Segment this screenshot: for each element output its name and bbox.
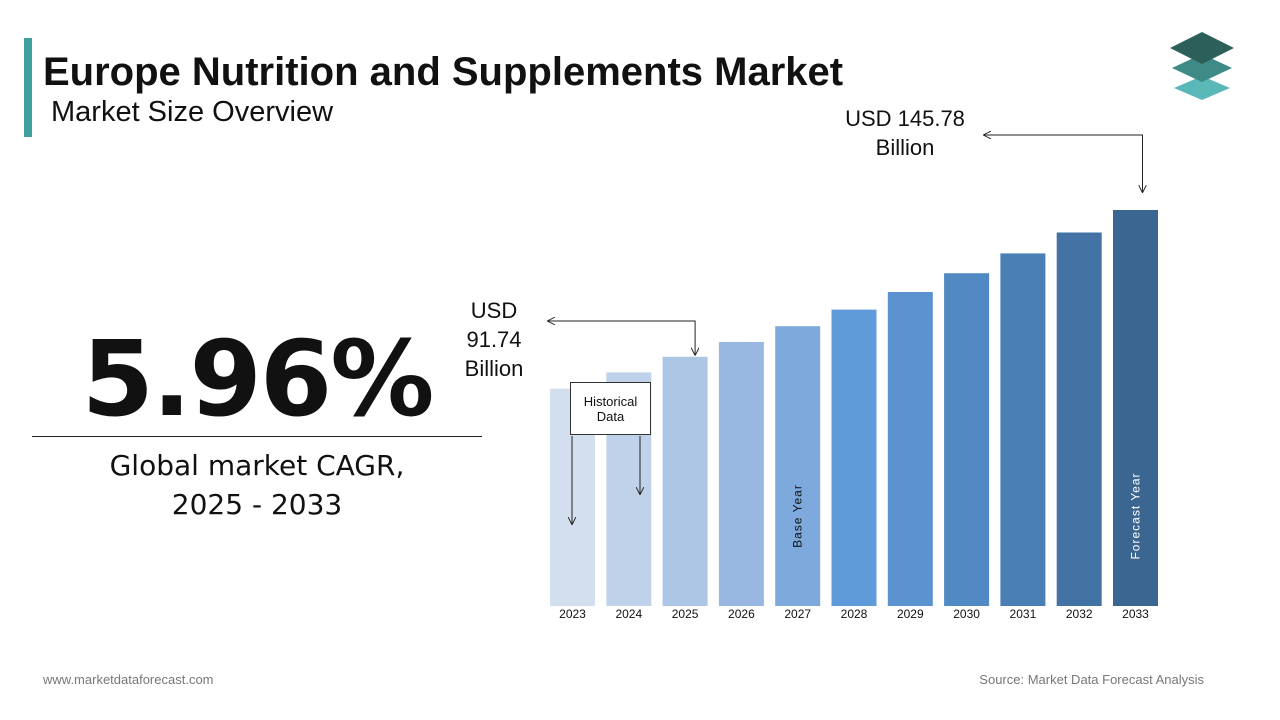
logo-layer-middle [1172,54,1232,82]
historical-box-line1: Historical [583,393,638,409]
x-tick-label-2023: 2023 [559,607,586,621]
cagr-label: Global market CAGR, 2025 - 2033 [32,446,482,524]
logo-layer-bottom [1174,76,1230,100]
bar-2025 [662,356,708,606]
x-tick-label-2025: 2025 [672,607,699,621]
brand-logo-icon [1170,32,1234,100]
callout-start-line3: Billion [464,356,524,381]
callout-end-line2: Billion [875,135,935,160]
title-accent-bar [24,38,32,137]
cagr-label-line2: 2025 - 2033 [171,488,343,521]
page-title: Europe Nutrition and Supplements Market [43,50,844,94]
x-tick-label-2026: 2026 [728,607,755,621]
historical-data-box: Historical Data [570,382,651,435]
page-subtitle: Market Size Overview [51,96,334,128]
historical-box-line2: Data [596,408,625,424]
callout-start-line1: USD [470,298,518,323]
bar-2030 [944,273,990,606]
bar-annotation-2033: Forecast Year [1129,472,1143,559]
x-tick-label-2033: 2033 [1122,607,1149,621]
x-tick-label-2031: 2031 [1010,607,1037,621]
callout-start-line2: 91.74 [466,327,522,352]
bar-2028 [831,309,877,606]
callout-end-line1: USD 145.78 [845,106,965,131]
x-tick-label-2030: 2030 [953,607,980,621]
bar-2026 [718,341,764,606]
bar-2029 [887,291,933,606]
connector-start-value [548,321,695,355]
callout-end-value: USD 145.78 Billion [820,104,990,162]
logo-layer-top [1170,32,1234,64]
cagr-label-line1: Global market CAGR, [109,449,405,482]
footer-source: Source: Market Data Forecast Analysis [979,672,1204,687]
cagr-divider [32,436,482,437]
connector-end-value [984,135,1143,192]
callout-start-value: USD 91.74 Billion [453,296,535,383]
footer-website: www.marketdataforecast.com [43,672,214,687]
x-tick-label-2032: 2032 [1066,607,1093,621]
bar-2032 [1056,232,1102,606]
bar-2027 [775,326,821,606]
bar-2033 [1113,210,1158,606]
bar-annotation-2027: Base Year [791,484,805,548]
x-tick-label-2028: 2028 [841,607,868,621]
x-tick-label-2029: 2029 [897,607,924,621]
x-tick-label-2024: 2024 [615,607,642,621]
cagr-value: 5.96% [81,318,435,440]
x-tick-label-2027: 2027 [784,607,811,621]
bar-2031 [1000,253,1046,606]
